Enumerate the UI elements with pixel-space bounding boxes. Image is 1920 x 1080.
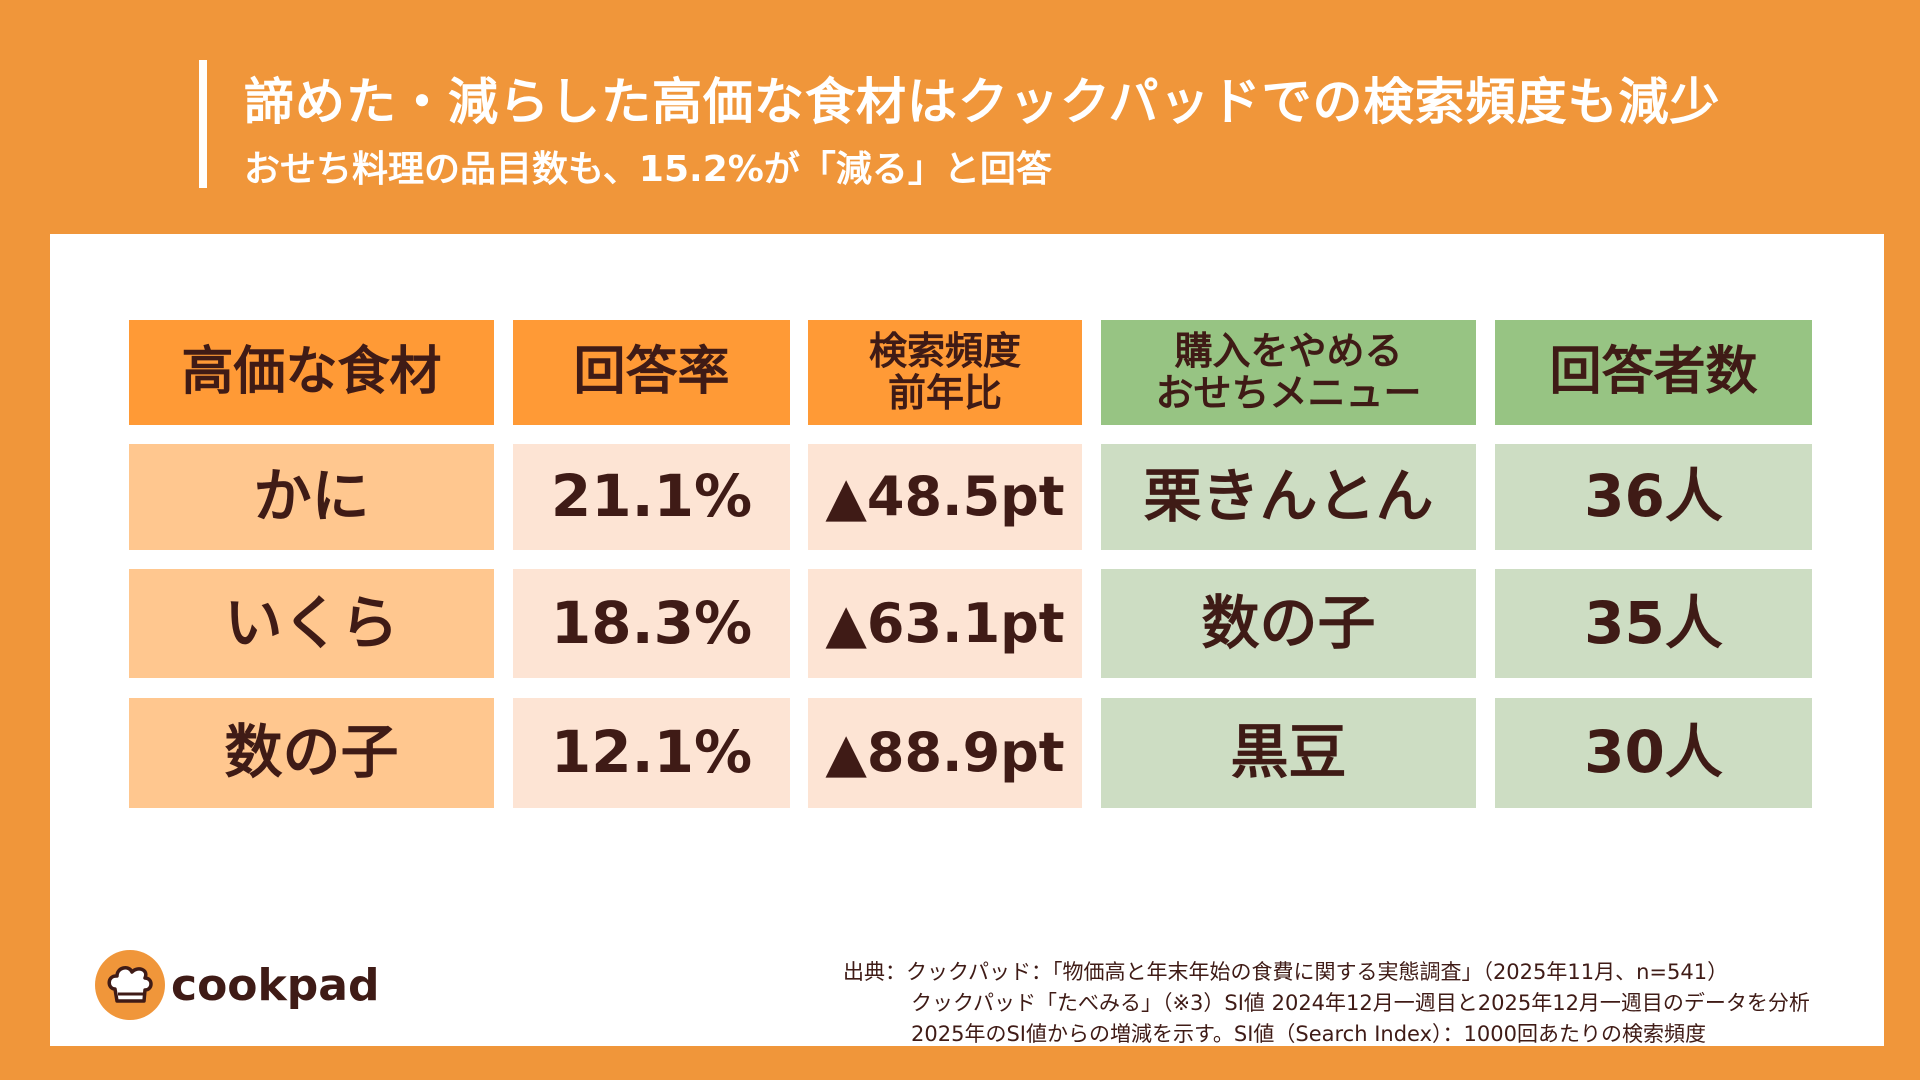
cell-rate: 18.3% — [513, 569, 790, 678]
cell-menu: 数の子 — [1101, 569, 1476, 678]
cell-ingredient: かに — [129, 444, 494, 550]
cell-search: ▲63.1pt — [808, 569, 1082, 678]
cell-menu: 栗きんとん — [1101, 444, 1476, 550]
cell-menu: 黒豆 — [1101, 698, 1476, 808]
header-ingredient: 高価な食材 — [129, 320, 494, 425]
cell-rate: 21.1% — [513, 444, 790, 550]
footer-note: 2025年のSI値からの増減を示す。SI値（Search Index）：1000… — [911, 1022, 1706, 1046]
cell-rate: 12.1% — [513, 698, 790, 808]
header-menu: 購入をやめる おせちメニュー — [1101, 320, 1476, 425]
cell-respondents: 36人 — [1495, 444, 1812, 550]
footer-source: 出典：クックパッド：「物価高と年末年始の食費に関する実態調査」（2025年11月… — [843, 960, 1729, 984]
title-accent-bar — [199, 60, 207, 188]
cell-ingredient: いくら — [129, 569, 494, 678]
footer-note: クックパッド「たべみる」（※3）SI値 2024年12月一週目と2025年12月… — [911, 991, 1810, 1015]
cookpad-logo: cookpad — [95, 950, 379, 1020]
cell-ingredient: 数の子 — [129, 698, 494, 808]
chef-hat-icon — [95, 950, 165, 1020]
cell-respondents: 30人 — [1495, 698, 1812, 808]
page-title: 諦めた・減らした高価な食材はクックパッドでの検索頻度も減少 — [244, 73, 1721, 131]
cell-search: ▲48.5pt — [808, 444, 1082, 550]
cell-search: ▲88.9pt — [808, 698, 1082, 808]
logo-text: cookpad — [171, 959, 380, 1011]
header-respondents: 回答者数 — [1495, 320, 1812, 425]
page-subtitle: おせち料理の品目数も、15.2%が「減る」と回答 — [244, 149, 1052, 190]
cell-respondents: 35人 — [1495, 569, 1812, 678]
header-search-yoy: 検索頻度 前年比 — [808, 320, 1082, 425]
header-response-rate: 回答率 — [513, 320, 790, 425]
